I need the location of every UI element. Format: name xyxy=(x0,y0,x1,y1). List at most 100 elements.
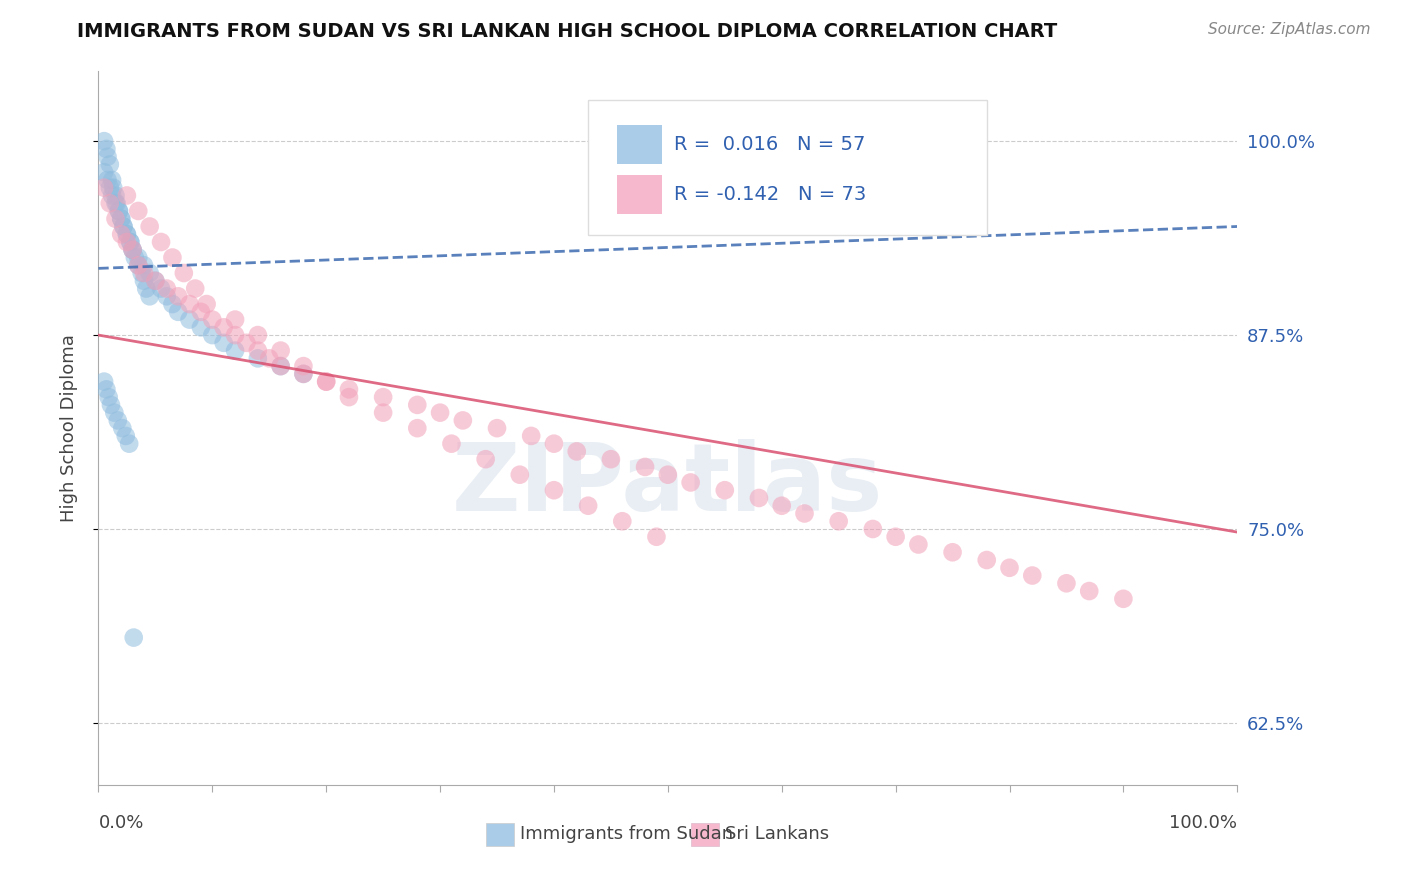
Point xyxy=(657,467,679,482)
Point xyxy=(440,436,463,450)
Point xyxy=(108,204,131,219)
Point xyxy=(138,266,160,280)
FancyBboxPatch shape xyxy=(588,100,987,235)
Point xyxy=(612,514,634,528)
Point xyxy=(127,258,149,272)
Point xyxy=(679,475,702,490)
Point xyxy=(337,383,360,397)
Point xyxy=(246,328,269,343)
Point xyxy=(184,281,207,295)
Point xyxy=(162,297,184,311)
Point xyxy=(96,150,118,164)
Point xyxy=(337,390,360,404)
Point xyxy=(259,351,281,366)
Point xyxy=(114,429,136,443)
Point xyxy=(115,227,138,242)
Point xyxy=(371,406,394,420)
Point xyxy=(201,312,224,326)
Point xyxy=(714,483,737,498)
Text: 0.0%: 0.0% xyxy=(98,814,143,831)
Point xyxy=(162,251,184,265)
Point xyxy=(96,173,118,187)
Point xyxy=(105,196,128,211)
Point xyxy=(115,235,138,249)
Point xyxy=(406,398,429,412)
Point xyxy=(93,134,115,148)
Bar xyxy=(617,175,662,214)
Point xyxy=(127,258,149,272)
Point xyxy=(167,289,190,303)
Point xyxy=(270,343,292,358)
Point xyxy=(246,351,269,366)
Point xyxy=(122,631,145,645)
Point xyxy=(100,398,122,412)
Point xyxy=(120,235,142,249)
Point xyxy=(150,235,173,249)
Text: Immigrants from Sudan: Immigrants from Sudan xyxy=(520,825,733,843)
Point xyxy=(138,289,160,303)
Point xyxy=(770,499,793,513)
Point xyxy=(406,421,429,435)
Point xyxy=(118,436,141,450)
Point xyxy=(98,180,121,194)
Point xyxy=(474,452,496,467)
Point xyxy=(115,227,138,242)
Point xyxy=(292,359,315,373)
Point xyxy=(173,266,195,280)
Point xyxy=(942,545,965,559)
Bar xyxy=(485,822,515,846)
Point xyxy=(101,173,124,187)
Point xyxy=(132,258,155,272)
Point xyxy=(907,537,929,551)
Point xyxy=(112,219,135,234)
Point xyxy=(576,499,599,513)
Point xyxy=(93,375,115,389)
Point xyxy=(190,320,212,334)
Point xyxy=(976,553,998,567)
Point xyxy=(104,196,127,211)
Point xyxy=(101,188,124,202)
Point xyxy=(97,390,120,404)
Point xyxy=(132,274,155,288)
Point xyxy=(110,211,132,226)
Point xyxy=(543,483,565,498)
Point xyxy=(167,305,190,319)
Point xyxy=(1021,568,1043,582)
Point xyxy=(645,530,668,544)
Point xyxy=(93,180,115,194)
Text: Source: ZipAtlas.com: Source: ZipAtlas.com xyxy=(1208,22,1371,37)
Point xyxy=(429,406,451,420)
Point xyxy=(520,429,543,443)
Point xyxy=(156,289,179,303)
Point xyxy=(103,406,125,420)
Point xyxy=(1054,576,1078,591)
Point xyxy=(565,444,588,458)
Point xyxy=(315,375,337,389)
Text: IMMIGRANTS FROM SUDAN VS SRI LANKAN HIGH SCHOOL DIPLOMA CORRELATION CHART: IMMIGRANTS FROM SUDAN VS SRI LANKAN HIGH… xyxy=(77,22,1057,41)
Point xyxy=(600,452,623,467)
Point xyxy=(124,251,146,265)
Point xyxy=(93,165,115,179)
Point xyxy=(862,522,884,536)
Point xyxy=(884,530,907,544)
Text: R =  0.016   N = 57: R = 0.016 N = 57 xyxy=(673,136,865,154)
Point xyxy=(121,243,143,257)
Point xyxy=(121,243,143,257)
Point xyxy=(1112,591,1135,606)
Point xyxy=(315,375,337,389)
Point xyxy=(270,359,292,373)
Point xyxy=(486,421,509,435)
Point xyxy=(96,142,118,156)
Point xyxy=(224,312,246,326)
Point xyxy=(543,436,565,450)
Point xyxy=(121,243,143,257)
Point xyxy=(179,312,201,326)
Point xyxy=(235,335,257,350)
Point xyxy=(112,219,135,234)
Point xyxy=(120,235,142,249)
Bar xyxy=(617,125,662,164)
Point xyxy=(1078,584,1101,599)
Point xyxy=(371,390,394,404)
Point xyxy=(131,266,153,280)
Point xyxy=(451,413,474,427)
